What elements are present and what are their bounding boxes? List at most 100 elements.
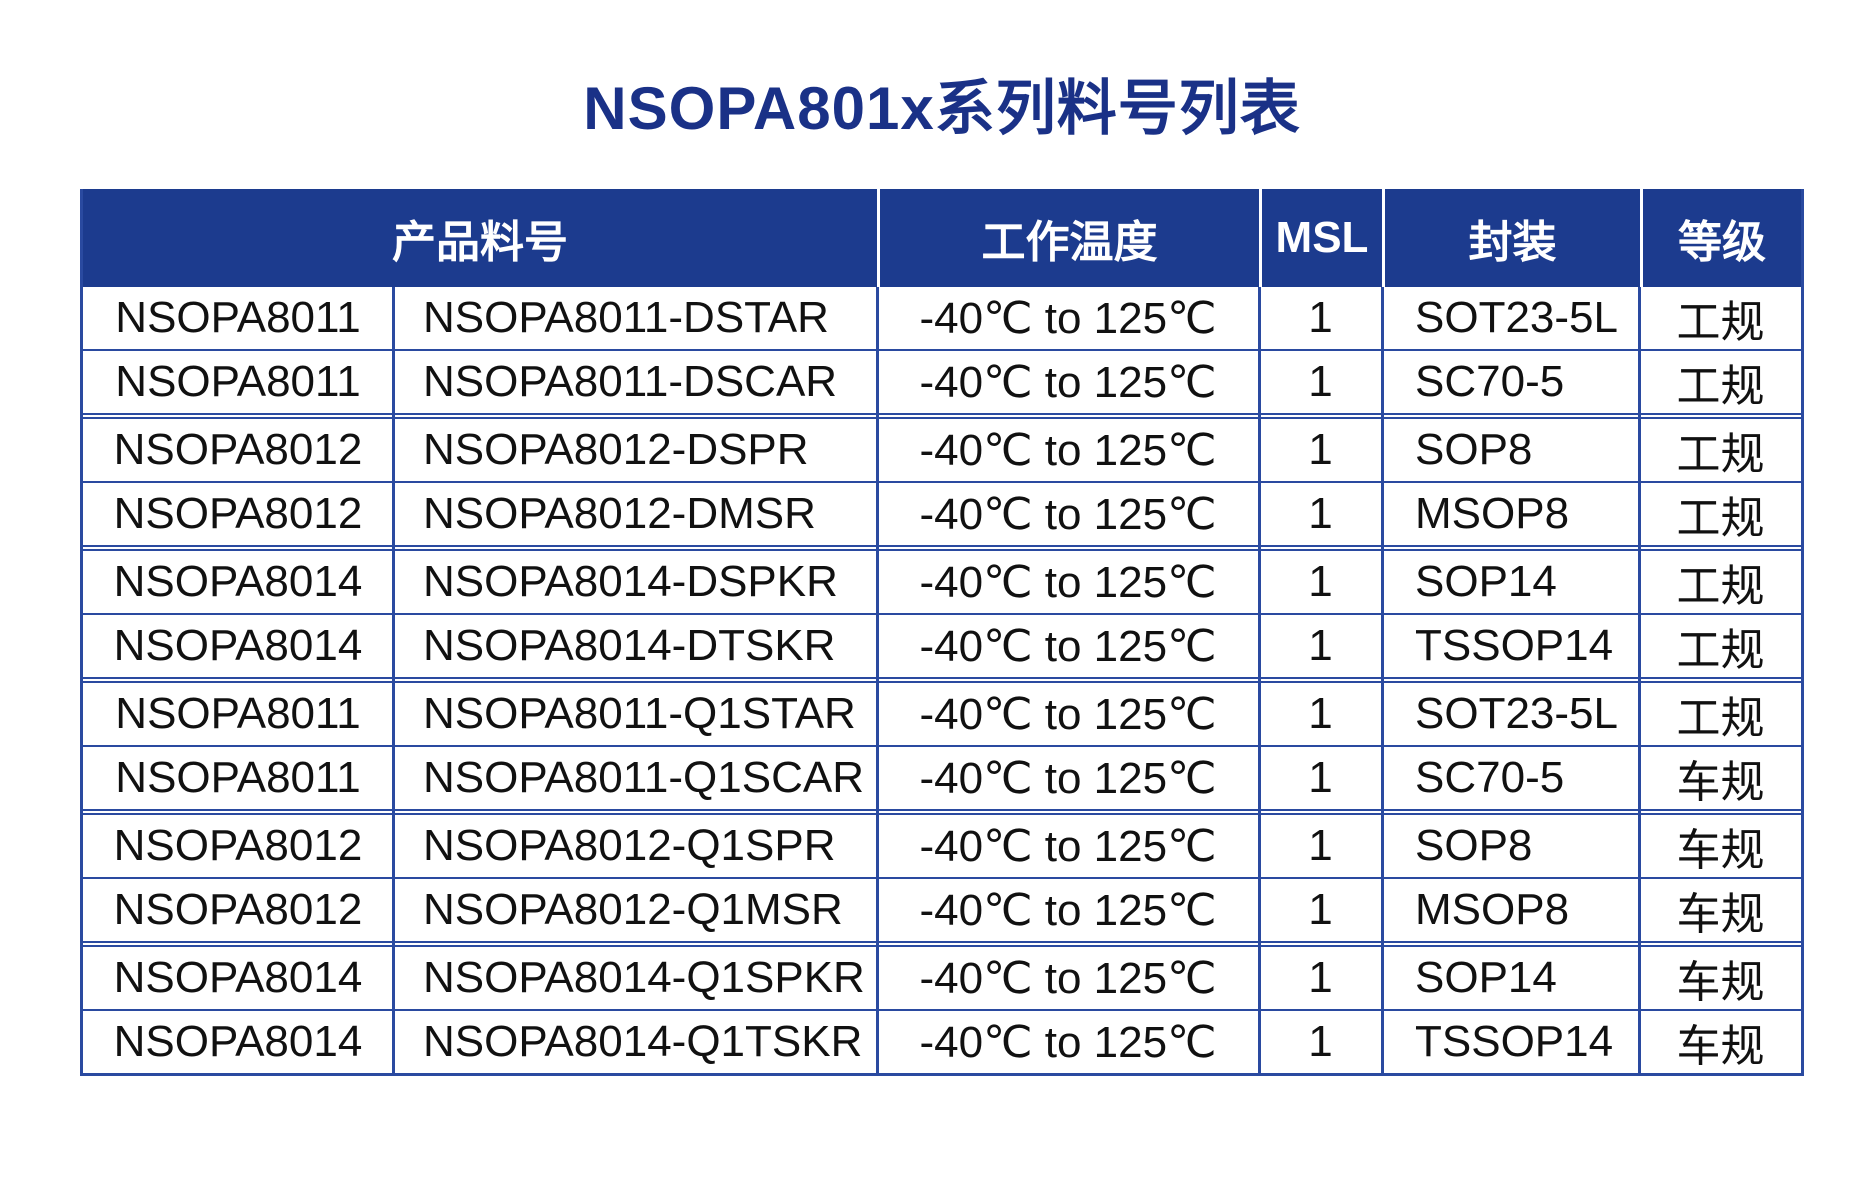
column-divider [392, 287, 395, 1073]
column-divider [876, 287, 879, 1073]
cell-part-number: NSOPA8011-DSTAR [423, 293, 829, 342]
cell-package: SC70-5 [1415, 753, 1565, 802]
cell-temperature: -40℃ to 125℃ [919, 293, 1217, 343]
table-row: NSOPA8011 NSOPA8011-Q1STAR -40℃ to 125℃ … [83, 683, 1801, 745]
row-separator [83, 1009, 1801, 1011]
cell-temperature: -40℃ to 125℃ [919, 689, 1217, 739]
cell-temperature: -40℃ to 125℃ [919, 1017, 1217, 1067]
table-row: NSOPA8011 NSOPA8011-Q1SCAR -40℃ to 125℃ … [83, 747, 1801, 809]
cell-temperature: -40℃ to 125℃ [919, 489, 1217, 539]
column-divider [1381, 287, 1384, 1073]
cell-part-number: NSOPA8011-Q1STAR [423, 689, 856, 738]
cell-product-family: NSOPA8014 [113, 557, 363, 606]
cell-temperature: -40℃ to 125℃ [919, 821, 1217, 871]
cell-package: SOP14 [1415, 557, 1557, 606]
cell-product-family: NSOPA8011 [115, 689, 361, 738]
cell-product-family: NSOPA8012 [113, 821, 363, 870]
cell-package: TSSOP14 [1415, 621, 1614, 670]
cell-temperature: -40℃ to 125℃ [919, 357, 1217, 407]
cell-grade: 工规 [1676, 494, 1765, 543]
cell-package: SOP8 [1415, 425, 1533, 474]
cell-grade: 车规 [1676, 958, 1765, 1007]
part-number-table: 产品料号 工作温度 MSL 封装 等级 NSOPA8011 NSOPA8011 [80, 189, 1804, 1076]
cell-msl: 1 [1308, 885, 1333, 934]
header-cell-msl: MSL [1259, 189, 1382, 287]
header-label-temperature: 工作温度 [981, 218, 1158, 267]
table-row: NSOPA8014 NSOPA8014-Q1SPKR -40℃ to 125℃ … [83, 947, 1801, 1009]
cell-temperature: -40℃ to 125℃ [919, 557, 1217, 607]
cell-package: SOT23-5L [1415, 689, 1618, 738]
cell-part-number: NSOPA8014-DTSKR [423, 621, 836, 670]
row-separator [83, 613, 1801, 615]
cell-grade: 车规 [1676, 890, 1765, 939]
cell-part-number: NSOPA8011-DSCAR [423, 357, 838, 406]
row-separator [83, 941, 1801, 947]
cell-grade: 车规 [1676, 826, 1765, 875]
row-separator [83, 745, 1801, 747]
cell-grade: 工规 [1676, 362, 1765, 411]
cell-temperature: -40℃ to 125℃ [919, 621, 1217, 671]
header-cell-product: 产品料号 [83, 189, 877, 287]
cell-package: SOT23-5L [1415, 293, 1618, 342]
cell-msl: 1 [1308, 953, 1333, 1002]
cell-msl: 1 [1308, 425, 1333, 474]
row-separator [83, 545, 1801, 551]
cell-grade: 工规 [1676, 562, 1765, 611]
cell-package: MSOP8 [1415, 489, 1570, 538]
cell-product-family: NSOPA8012 [113, 489, 363, 538]
row-separator [83, 877, 1801, 879]
cell-msl: 1 [1308, 557, 1333, 606]
cell-part-number: NSOPA8012-DSPR [423, 425, 809, 474]
row-separator [83, 413, 1801, 419]
cell-msl: 1 [1308, 621, 1333, 670]
cell-package: SOP8 [1415, 821, 1533, 870]
row-separator [83, 677, 1801, 683]
cell-package: MSOP8 [1415, 885, 1570, 934]
cell-temperature: -40℃ to 125℃ [919, 953, 1217, 1003]
cell-msl: 1 [1308, 1017, 1333, 1066]
cell-grade: 工规 [1676, 694, 1765, 743]
header-label-msl: MSL [1275, 213, 1369, 262]
cell-msl: 1 [1308, 357, 1333, 406]
cell-grade: 车规 [1676, 1022, 1765, 1071]
cell-product-family: NSOPA8014 [113, 621, 363, 670]
cell-msl: 1 [1308, 293, 1333, 342]
column-divider [1258, 287, 1261, 1073]
cell-product-family: NSOPA8011 [115, 753, 361, 802]
cell-product-family: NSOPA8012 [113, 885, 363, 934]
table-row: NSOPA8012 NSOPA8012-Q1SPR -40℃ to 125℃ 1… [83, 815, 1801, 877]
header-label-package: 封装 [1468, 218, 1557, 267]
row-separator [83, 481, 1801, 483]
header-cell-package: 封装 [1382, 189, 1640, 287]
column-divider [1638, 287, 1641, 1073]
cell-part-number: NSOPA8012-Q1MSR [423, 885, 843, 934]
table-row: NSOPA8014 NSOPA8014-DSPKR -40℃ to 125℃ 1… [83, 551, 1801, 613]
cell-product-family: NSOPA8014 [113, 953, 363, 1002]
header-label-product: 产品料号 [392, 218, 568, 267]
row-separator [83, 349, 1801, 351]
cell-temperature: -40℃ to 125℃ [919, 425, 1217, 475]
header-cell-temperature: 工作温度 [877, 189, 1259, 287]
cell-grade: 工规 [1676, 298, 1765, 347]
cell-grade: 车规 [1676, 758, 1765, 807]
cell-msl: 1 [1308, 689, 1333, 738]
table-row: NSOPA8011 NSOPA8011-DSCAR -40℃ to 125℃ 1… [83, 351, 1801, 413]
table-row: NSOPA8012 NSOPA8012-Q1MSR -40℃ to 125℃ 1… [83, 879, 1801, 941]
cell-msl: 1 [1308, 753, 1333, 802]
cell-temperature: -40℃ to 125℃ [919, 885, 1217, 935]
cell-msl: 1 [1308, 821, 1333, 870]
cell-temperature: -40℃ to 125℃ [919, 753, 1217, 803]
cell-grade: 工规 [1676, 626, 1765, 675]
page-title: NSOPA801x系列料号列表 [583, 75, 1301, 142]
cell-product-family: NSOPA8014 [113, 1017, 363, 1066]
table-row: NSOPA8014 NSOPA8014-Q1TSKR -40℃ to 125℃ … [83, 1011, 1801, 1073]
header-cell-grade: 等级 [1640, 189, 1801, 287]
table-row: NSOPA8012 NSOPA8012-DMSR -40℃ to 125℃ 1 … [83, 483, 1801, 545]
cell-package: TSSOP14 [1415, 1017, 1614, 1066]
table-body: NSOPA8011 NSOPA8011-DSTAR -40℃ to 125℃ 1… [83, 287, 1801, 1073]
cell-product-family: NSOPA8011 [115, 357, 361, 406]
cell-part-number: NSOPA8014-Q1SPKR [423, 953, 865, 1002]
table-header-row: 产品料号 工作温度 MSL 封装 等级 [83, 189, 1801, 287]
table-row: NSOPA8011 NSOPA8011-DSTAR -40℃ to 125℃ 1… [83, 287, 1801, 349]
